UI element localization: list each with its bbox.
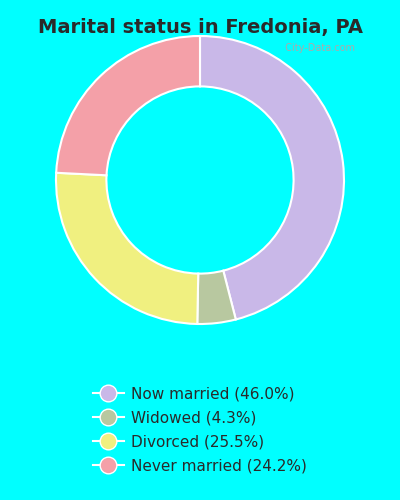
Wedge shape <box>56 173 198 324</box>
Wedge shape <box>197 270 236 324</box>
Text: City-Data.com: City-Data.com <box>279 43 355 53</box>
Wedge shape <box>56 36 200 175</box>
Legend: Now married (46.0%), Widowed (4.3%), Divorced (25.5%), Never married (24.2%): Now married (46.0%), Widowed (4.3%), Div… <box>85 378 315 482</box>
Wedge shape <box>200 36 344 320</box>
Text: Marital status in Fredonia, PA: Marital status in Fredonia, PA <box>38 18 362 36</box>
